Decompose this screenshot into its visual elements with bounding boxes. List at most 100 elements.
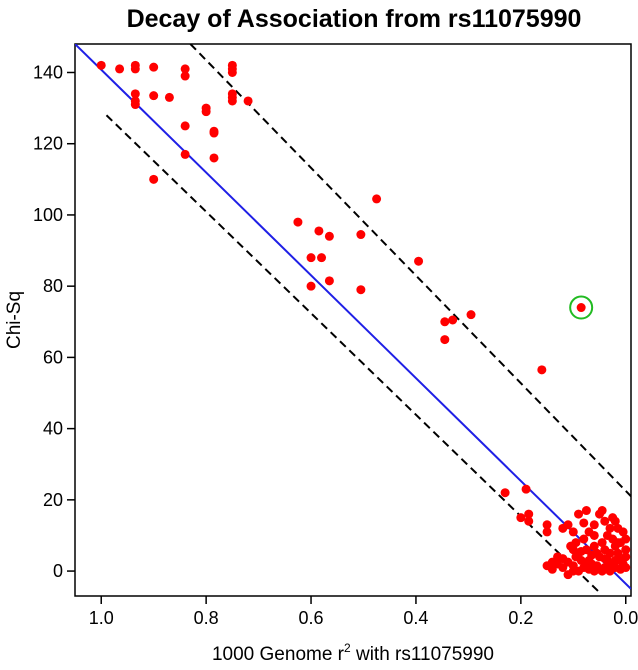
data-point <box>613 548 623 558</box>
x-tick-label: 0.4 <box>403 608 428 628</box>
x-axis-label-main: 1000 Genome r <box>212 644 345 665</box>
y-tick-label: 140 <box>33 62 63 82</box>
x-tick-label: 0.0 <box>613 608 638 628</box>
data-point <box>605 523 615 533</box>
data-point <box>568 527 578 537</box>
y-tick-label: 0 <box>53 561 63 581</box>
x-axis-label-superscript: 2 <box>344 641 351 655</box>
data-point <box>600 554 610 564</box>
data-point <box>149 174 159 184</box>
x-tick-label: 0.6 <box>299 608 324 628</box>
plot-frame <box>74 43 632 597</box>
data-point <box>613 538 623 548</box>
data-point <box>440 335 450 345</box>
data-point <box>566 541 576 551</box>
data-point <box>466 310 476 320</box>
chart-title: Decay of Association from rs11075990 <box>127 5 582 33</box>
x-tick-label: 0.8 <box>194 608 219 628</box>
data-point <box>574 509 584 519</box>
data-point <box>589 541 599 551</box>
data-point <box>600 516 610 526</box>
data-point <box>130 100 140 110</box>
x-axis-label-rest: with rs11075990 <box>351 644 494 665</box>
data-point <box>314 226 324 236</box>
data-point <box>356 230 366 240</box>
data-point <box>602 530 612 540</box>
data-point <box>227 96 237 106</box>
data-point <box>356 285 366 295</box>
data-point <box>115 64 125 74</box>
x-tick-label: 1.0 <box>89 608 114 628</box>
data-point <box>597 506 607 516</box>
data-point <box>227 67 237 77</box>
data-point <box>537 365 547 375</box>
data-point <box>209 153 219 163</box>
data-point <box>584 527 594 537</box>
data-point <box>180 149 190 159</box>
data-point <box>521 484 531 494</box>
data-point <box>576 303 586 313</box>
data-point <box>96 60 106 70</box>
data-point <box>589 520 599 530</box>
data-point <box>610 555 620 565</box>
data-point <box>448 315 458 325</box>
data-point <box>180 121 190 131</box>
data-point <box>324 231 334 241</box>
confidence-bound-line <box>189 44 631 497</box>
confidence-bound-line <box>105 114 601 594</box>
data-point <box>414 256 424 266</box>
y-tick-label: 80 <box>43 276 63 296</box>
data-point <box>164 92 174 102</box>
reference-lines <box>75 44 631 594</box>
highlight-circle <box>569 295 594 320</box>
data-point <box>621 552 631 562</box>
data-point <box>581 559 591 569</box>
data-point <box>524 509 534 519</box>
data-point <box>209 128 219 138</box>
data-point <box>317 253 327 263</box>
data-point <box>576 546 586 556</box>
data-point <box>149 91 159 101</box>
x-axis-label: 1000 Genome r2 with rs11075990 <box>212 641 494 665</box>
data-point <box>542 527 552 537</box>
data-point <box>524 516 534 526</box>
highlight-marker <box>569 295 594 320</box>
data-point <box>597 566 607 576</box>
data-points <box>96 60 631 580</box>
y-tick-label: 100 <box>33 205 63 225</box>
data-point <box>324 276 334 286</box>
y-tick-label: 120 <box>33 134 63 154</box>
data-point <box>621 545 631 555</box>
data-point <box>579 534 589 544</box>
data-point <box>149 62 159 72</box>
data-point <box>306 281 316 291</box>
data-point <box>180 71 190 81</box>
x-axis: 1.0 0.8 0.6 0.4 0.2 0.0 <box>89 596 638 628</box>
y-tick-label: 40 <box>43 419 63 439</box>
data-point <box>547 557 557 567</box>
data-point <box>597 538 607 548</box>
y-axis: 0 20 40 60 80 100 120 140 <box>33 62 75 581</box>
data-point <box>440 317 450 327</box>
data-point <box>547 564 557 574</box>
data-point <box>306 253 316 263</box>
data-point <box>608 513 618 523</box>
fit-line <box>75 44 631 590</box>
data-point <box>130 89 140 99</box>
data-point <box>201 107 211 117</box>
data-point <box>542 520 552 530</box>
data-point <box>579 518 589 528</box>
data-point <box>180 64 190 74</box>
y-axis-label: Chi-Sq <box>4 291 25 349</box>
data-point <box>130 64 140 74</box>
data-point <box>616 564 626 574</box>
data-point <box>500 488 510 498</box>
data-point <box>293 217 303 227</box>
data-point <box>516 513 526 523</box>
data-point <box>563 520 573 530</box>
y-tick-label: 60 <box>43 347 63 367</box>
x-tick-label: 0.2 <box>508 608 533 628</box>
data-point <box>581 506 591 516</box>
data-point <box>372 194 382 204</box>
